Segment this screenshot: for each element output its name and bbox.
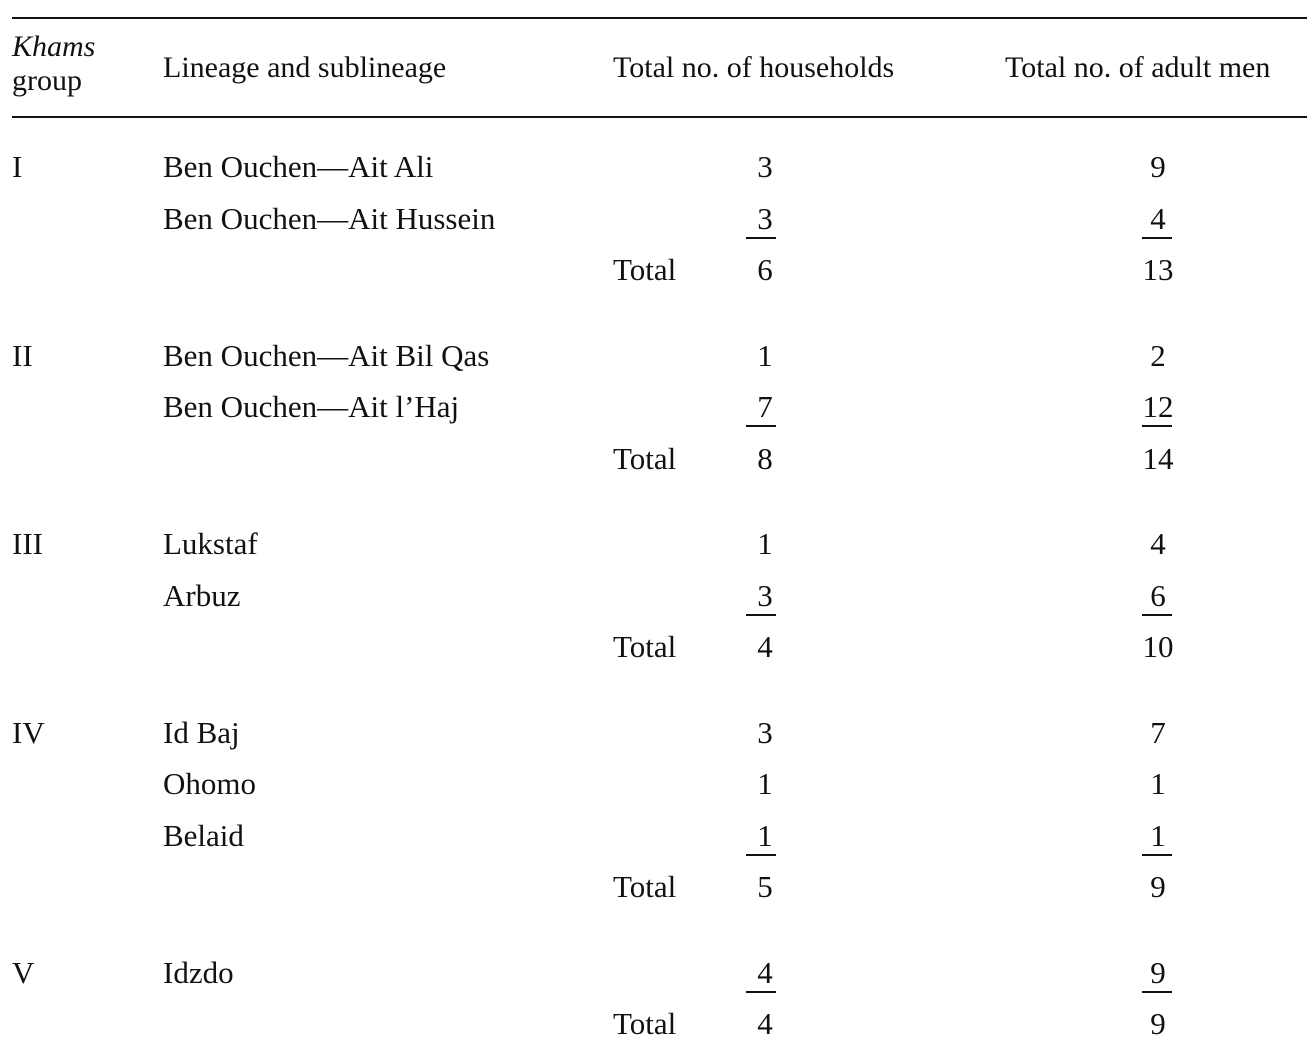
header-households: Total no. of households xyxy=(613,51,895,84)
header-lineage: Lineage and sublineage xyxy=(163,51,447,84)
header-khams-group: Khams group xyxy=(12,30,95,98)
khams-group-label: III xyxy=(12,526,43,561)
households-value: 1 xyxy=(757,817,773,853)
total-men: 14 xyxy=(1142,440,1174,476)
lineage-name: Ben Ouchen—Ait Bil Qas xyxy=(163,337,490,373)
sum-underline xyxy=(746,236,776,239)
header-rule xyxy=(12,116,1307,118)
lineage-name: Belaid xyxy=(163,817,244,853)
lineage-name: Ben Ouchen—Ait Ali xyxy=(163,149,434,184)
top-rule xyxy=(12,17,1307,19)
adult-men-value: 7 xyxy=(1150,714,1166,750)
lineage-name: Ben Ouchen—Ait l’Haj xyxy=(163,389,460,424)
adult-men-value: 4 xyxy=(1150,526,1166,561)
header-adult-men: Total no. of adult men xyxy=(1005,51,1271,84)
header-khams: Khams xyxy=(12,30,96,63)
sum-underline xyxy=(1142,613,1172,616)
households-value: 3 xyxy=(757,714,773,750)
total-households: 8 xyxy=(757,440,773,476)
sum-underline xyxy=(746,853,776,856)
sum-underline xyxy=(1142,425,1172,427)
header-group: group xyxy=(12,64,82,97)
lineage-name: Lukstaf xyxy=(163,526,258,561)
total-households: 4 xyxy=(757,1006,773,1041)
total-men: 13 xyxy=(1142,252,1174,287)
total-men: 9 xyxy=(1150,869,1166,904)
households-value: 3 xyxy=(757,577,773,613)
adult-men-value: 1 xyxy=(1150,817,1166,853)
households-value: 1 xyxy=(757,766,773,801)
adult-men-value: 1 xyxy=(1150,766,1166,801)
total-label: Total xyxy=(613,629,677,664)
total-households: 4 xyxy=(757,629,773,664)
sum-underline xyxy=(746,425,776,427)
total-men: 10 xyxy=(1142,629,1174,664)
khams-group-label: IV xyxy=(12,714,45,750)
khams-group-label: I xyxy=(12,149,23,184)
lineage-name: Idzdo xyxy=(163,954,234,990)
total-households: 5 xyxy=(757,869,773,904)
total-label: Total xyxy=(613,1006,677,1041)
sum-underline xyxy=(1142,853,1172,856)
households-value: 7 xyxy=(757,389,773,424)
adult-men-value: 2 xyxy=(1150,337,1166,373)
adult-men-value: 9 xyxy=(1150,954,1166,990)
sum-underline xyxy=(1142,990,1172,993)
lineage-name: Id Baj xyxy=(163,714,240,750)
adult-men-value: 6 xyxy=(1150,577,1166,613)
households-value: 3 xyxy=(757,200,773,236)
lineage-name: Ohomo xyxy=(163,766,256,801)
total-households: 6 xyxy=(757,252,773,287)
khams-group-label: V xyxy=(12,954,35,990)
sum-underline xyxy=(746,990,776,993)
households-value: 1 xyxy=(757,337,773,373)
households-value: 1 xyxy=(757,526,773,561)
total-men: 9 xyxy=(1150,1006,1166,1041)
lineage-name: Ben Ouchen—Ait Hussein xyxy=(163,200,496,236)
households-value: 4 xyxy=(757,954,773,990)
sum-underline xyxy=(1142,236,1172,239)
total-label: Total xyxy=(613,440,677,476)
total-label: Total xyxy=(613,252,677,287)
lineage-name: Arbuz xyxy=(163,577,241,613)
adult-men-value: 4 xyxy=(1150,200,1166,236)
sum-underline xyxy=(746,613,776,616)
households-value: 3 xyxy=(757,149,773,184)
adult-men-value: 12 xyxy=(1142,389,1174,424)
adult-men-value: 9 xyxy=(1150,149,1166,184)
total-label: Total xyxy=(613,869,677,904)
khams-group-label: II xyxy=(12,337,33,373)
